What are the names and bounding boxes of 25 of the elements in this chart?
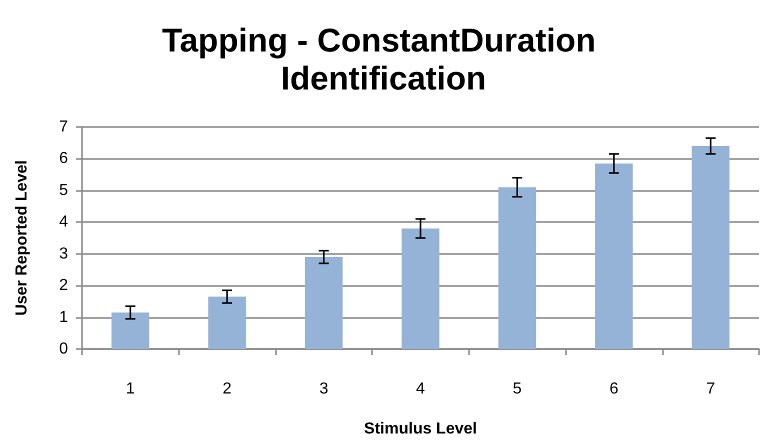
y-tick-label: 5 bbox=[59, 182, 68, 199]
chart-title: Tapping - ConstantDuration Identification bbox=[162, 22, 606, 96]
x-tick-label: 2 bbox=[222, 380, 232, 398]
y-tick-label: 0 bbox=[59, 340, 68, 358]
x-tick-label: 7 bbox=[706, 380, 716, 398]
bar bbox=[304, 257, 343, 349]
x-tick-label: 3 bbox=[319, 380, 328, 398]
y-tick-label: 7 bbox=[59, 118, 68, 136]
x-tick-label: 1 bbox=[126, 380, 135, 398]
x-tick-label: 6 bbox=[609, 380, 618, 398]
bar bbox=[112, 312, 150, 349]
x-tick-label: 4 bbox=[416, 380, 426, 398]
bar bbox=[402, 228, 440, 349]
bar bbox=[208, 296, 246, 349]
y-tick-label: 4 bbox=[59, 214, 68, 231]
y-axis-title: User Reported Level bbox=[14, 160, 30, 316]
bar bbox=[595, 163, 633, 349]
bar bbox=[692, 146, 730, 349]
y-tick-label: 1 bbox=[59, 308, 68, 326]
y-tick-label: 3 bbox=[59, 245, 68, 262]
bar bbox=[498, 187, 536, 349]
x-tick-label: 5 bbox=[512, 380, 522, 398]
y-tick-label: 2 bbox=[59, 277, 68, 294]
x-axis-title: Stimulus Level bbox=[364, 420, 477, 438]
y-tick-label: 6 bbox=[59, 150, 68, 168]
